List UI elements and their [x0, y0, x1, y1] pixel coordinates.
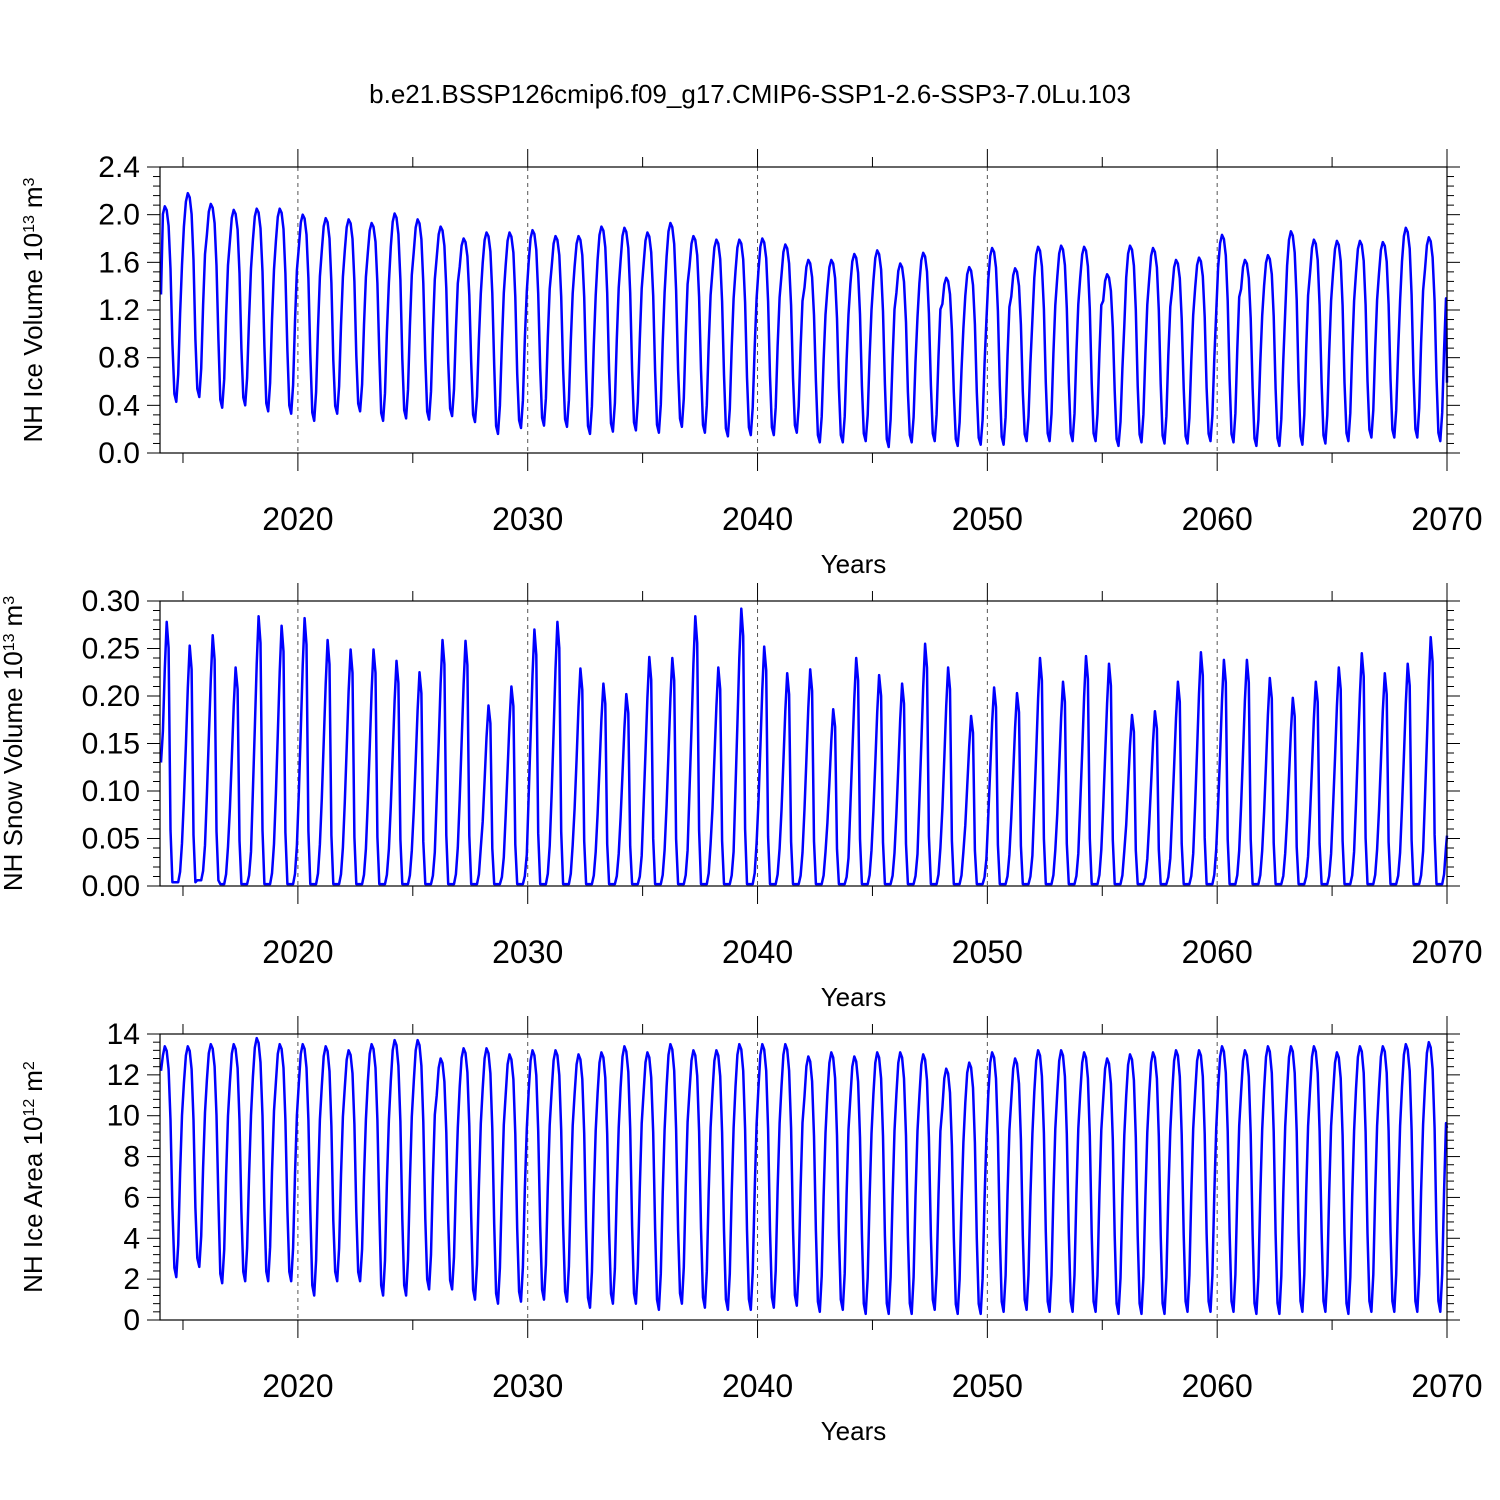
y-tick-label: 10	[107, 1100, 140, 1133]
y-tick-label: 0.8	[98, 342, 140, 375]
y-tick-label: 0.4	[98, 389, 140, 422]
vertical-gridlines	[297, 1034, 1218, 1320]
y-tick-label: 2.0	[98, 199, 140, 232]
x-tick-labels: 2020 2030 2040 2050 2060 2070	[262, 501, 1482, 537]
y-tick-label: 0.25	[82, 633, 140, 666]
x-tick-label: 2020	[262, 501, 333, 537]
y-tick-label: 1.6	[98, 246, 140, 279]
axis-ticks	[147, 149, 1460, 471]
x-tick-label: 2030	[492, 1368, 563, 1404]
panel-ice-volume: 0.0 0.4 0.8 1.2 1.6 2.0 2.4 2020 2030 20…	[18, 149, 1483, 579]
x-tick-label: 2020	[262, 1368, 333, 1404]
y-axis-label: NH Snow Volume 1013m3	[0, 596, 28, 891]
y-tick-labels: 0.0 0.4 0.8 1.2 1.6 2.0 2.4	[98, 151, 140, 470]
x-axis-label: Years	[821, 982, 887, 1012]
panel-snow-volume: 0.00 0.05 0.10 0.15 0.20 0.25 0.30 2020 …	[0, 583, 1483, 1012]
y-tick-labels: 0 2 4 6 8 10 12 14	[107, 1018, 140, 1337]
x-tick-label: 2070	[1411, 1368, 1482, 1404]
y-tick-label: 12	[107, 1059, 140, 1092]
x-tick-label: 2050	[952, 501, 1023, 537]
ice-volume-line	[159, 191, 1449, 449]
y-tick-label: 4	[123, 1222, 140, 1255]
x-tick-label: 2070	[1411, 934, 1482, 970]
x-tick-label: 2020	[262, 934, 333, 970]
panel-ice-area: 0 2 4 6 8 10 12 14 2020 2030 2040 2050 2…	[18, 1016, 1483, 1446]
x-tick-label: 2030	[492, 501, 563, 537]
x-tick-label: 2060	[1182, 501, 1253, 537]
x-tick-label: 2070	[1411, 501, 1482, 537]
plot-frame	[159, 1033, 1448, 1321]
x-tick-label: 2060	[1182, 934, 1253, 970]
y-axis-label: NH Ice Area 1012m2	[18, 1061, 48, 1293]
y-tick-label: 0.0	[98, 437, 140, 470]
y-tick-label: 0.30	[82, 585, 140, 618]
ice-area-line	[159, 1036, 1449, 1316]
y-tick-label: 2.4	[98, 151, 140, 184]
y-tick-label: 6	[123, 1181, 140, 1214]
y-tick-labels: 0.00 0.05 0.10 0.15 0.20 0.25 0.30	[82, 585, 140, 903]
x-tick-label: 2030	[492, 934, 563, 970]
x-tick-label: 2040	[722, 1368, 793, 1404]
x-axis-label: Years	[821, 549, 887, 579]
x-tick-label: 2050	[952, 934, 1023, 970]
y-tick-label: 14	[107, 1018, 140, 1051]
y-axis-label: NH Ice Volume 1013m3	[18, 177, 48, 442]
axis-ticks	[147, 583, 1460, 904]
y-tick-label: 2	[123, 1263, 140, 1296]
x-tick-labels: 2020 2030 2040 2050 2060 2070	[262, 934, 1482, 970]
y-tick-label: 0.00	[82, 870, 140, 903]
axis-ticks	[147, 1016, 1460, 1338]
y-tick-label: 0	[123, 1304, 140, 1337]
x-tick-labels: 2020 2030 2040 2050 2060 2070	[262, 1368, 1482, 1404]
y-tick-label: 0.10	[82, 775, 140, 808]
x-tick-label: 2040	[722, 934, 793, 970]
x-tick-label: 2040	[722, 501, 793, 537]
y-tick-label: 8	[123, 1141, 140, 1174]
figure-title: b.e21.BSSP126cmip6.f09_g17.CMIP6-SSP1-2.…	[369, 79, 1131, 109]
y-tick-label: 0.20	[82, 680, 140, 713]
x-tick-label: 2050	[952, 1368, 1023, 1404]
x-axis-label: Years	[821, 1416, 887, 1446]
x-tick-label: 2060	[1182, 1368, 1253, 1404]
y-tick-label: 0.15	[82, 728, 140, 761]
y-tick-label: 0.05	[82, 823, 140, 856]
y-tick-label: 1.2	[98, 294, 140, 327]
snow-volume-line	[159, 607, 1449, 886]
